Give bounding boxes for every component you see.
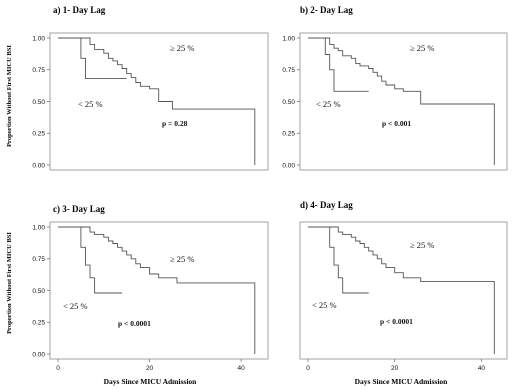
panel-b: b) 2- Day Lag 0.00 0.25 0.50 0.75 1.00 ≥ 25 … xyxy=(282,5,508,171)
annotation-lt25: < 25 % xyxy=(63,301,88,311)
panel-d: d) 4- Day Lag 0 20 40 ≥ 25 % < 25 % p < 0.… xyxy=(299,200,508,372)
annotation-lt25: < 25 % xyxy=(78,99,103,109)
panel-title: b) 2- Day Lag xyxy=(300,5,353,15)
ticks: 0.00 0.25 0.50 0.75 1.00 0 20 40 xyxy=(32,224,245,372)
panel-title: d) 4- Day Lag xyxy=(300,200,353,210)
curve-ge25 xyxy=(308,37,495,165)
y-tick-label: 0.75 xyxy=(32,67,45,74)
y-tick-label: 0.75 xyxy=(32,256,45,263)
x-axis-label-left: Days Since MICU Admission xyxy=(104,377,198,386)
y-tick-label: 1.00 xyxy=(282,35,295,42)
annotation-lt25: < 25 % xyxy=(316,99,341,109)
x-tick-label: 0 xyxy=(306,365,310,372)
curve-lt25 xyxy=(58,37,127,80)
y-tick-label: 0.25 xyxy=(32,320,45,327)
panel-title: a) 1- Day Lag xyxy=(53,5,106,15)
annotation-p-value: p < 0.001 xyxy=(382,119,411,128)
annotation-lt25: < 25 % xyxy=(312,300,337,310)
curve-ge25 xyxy=(58,37,256,165)
annotation-p-value: p < 0.0001 xyxy=(380,317,413,326)
y-axis-label-bottom: Proportion Without First MICU BSI xyxy=(6,232,13,334)
y-tick-label: 0.50 xyxy=(282,99,295,106)
curves xyxy=(58,226,256,354)
annotation-ge25: ≥ 25 % xyxy=(410,43,435,53)
x-tick-label: 20 xyxy=(391,365,399,372)
ticks: 0 20 40 xyxy=(306,359,485,372)
annotation-p-value: p = 0.28 xyxy=(162,119,188,128)
ticks: 0.00 0.25 0.50 0.75 1.00 xyxy=(32,35,50,169)
y-axis-label-top: Proportion Without First MICU BSI xyxy=(6,45,13,147)
x-tick-label: 0 xyxy=(56,365,60,372)
plot-frame xyxy=(299,221,508,360)
x-tick-label: 40 xyxy=(237,365,245,372)
curve-ge25 xyxy=(58,226,256,354)
annotation-ge25: ≥ 25 % xyxy=(170,254,195,264)
y-tick-label: 0.50 xyxy=(32,99,45,106)
y-tick-label: 1.00 xyxy=(32,224,45,231)
y-tick-label: 0.25 xyxy=(32,131,45,138)
y-tick-label: 0.25 xyxy=(282,131,295,138)
y-tick-label: 0.00 xyxy=(32,162,45,169)
curves xyxy=(58,37,256,165)
panel-c: c) 3- Day Lag 0.000.250.500.751.000 20 40 … xyxy=(32,204,269,372)
curve-lt25 xyxy=(308,37,369,92)
panel-title: c) 3- Day Lag xyxy=(53,204,105,214)
annotation-ge25: ≥ 25 % xyxy=(170,43,195,53)
x-axis-label-right: Days Since MICU Admission xyxy=(355,377,449,386)
panel-a: a) 1- Day Lag 0.00 0.25 0.50 0.75 1.00 ≥ 25 … xyxy=(32,5,269,171)
y-tick-label: 0.50 xyxy=(32,288,45,295)
curve-lt25 xyxy=(308,226,369,294)
curve-ge25 xyxy=(308,226,495,354)
y-tick-label: 1.00 xyxy=(32,35,45,42)
y-tick-label: 0.75 xyxy=(282,67,295,74)
curve-lt25 xyxy=(58,226,123,294)
y-tick-label: 0.00 xyxy=(282,162,295,169)
plot-frame xyxy=(49,221,269,360)
x-tick-label: 40 xyxy=(478,365,486,372)
ticks: 0.00 0.25 0.50 0.75 1.00 xyxy=(282,35,300,169)
curves xyxy=(308,37,495,165)
y-tick-label: 0.00 xyxy=(32,351,45,358)
annotation-ge25: ≥ 25 % xyxy=(410,240,435,250)
annotation-p-value: p < 0.0001 xyxy=(118,319,151,328)
x-tick-label: 20 xyxy=(146,365,154,372)
curves xyxy=(308,226,495,354)
